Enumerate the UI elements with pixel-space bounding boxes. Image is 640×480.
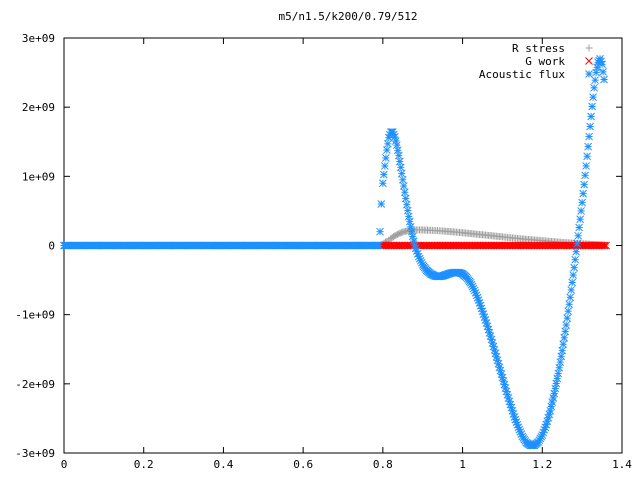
data-point: [383, 139, 392, 148]
data-point: [576, 215, 585, 224]
y-tick-label: 2e+09: [22, 101, 55, 114]
data-point: [600, 75, 608, 84]
x-tick-label: 1.2: [532, 458, 552, 471]
data-point: [405, 217, 414, 226]
x-tick-label: 1: [459, 458, 466, 471]
x-tick-label: 0: [61, 458, 68, 471]
data-point: [407, 227, 416, 236]
data-point: [565, 300, 574, 309]
data-point: [592, 68, 600, 77]
data-point: [575, 223, 584, 232]
data-point: [577, 207, 585, 215]
plot-area: [60, 54, 610, 450]
data-point: [399, 182, 408, 190]
series-acoustic-flux: [60, 54, 608, 450]
data-point: [598, 60, 606, 69]
data-point: [582, 162, 590, 170]
data-point: [579, 189, 587, 198]
y-tick-label: 3e+09: [22, 32, 55, 45]
data-point: [376, 227, 384, 236]
data-point: [561, 327, 570, 336]
data-point: [569, 271, 578, 279]
data-point: [404, 212, 413, 221]
legend-label: R stress: [512, 42, 565, 55]
data-point: [558, 346, 567, 355]
data-point: [551, 384, 560, 393]
y-tick-label: -2e+09: [15, 378, 55, 391]
data-point: [573, 239, 582, 248]
data-point: [381, 154, 390, 162]
data-point: [572, 247, 581, 256]
x-tick-label: 1.4: [612, 458, 632, 471]
y-tick-label: 1e+09: [22, 170, 55, 183]
data-point: [560, 333, 569, 342]
data-point: [587, 112, 595, 121]
y-tick-label: 0: [48, 240, 55, 253]
data-point: [406, 222, 415, 231]
data-point: [599, 241, 607, 250]
legend-marker: [585, 70, 593, 78]
data-point: [600, 241, 609, 250]
data-point: [382, 146, 391, 154]
data-point: [379, 179, 387, 188]
data-point: [586, 122, 594, 131]
x-tick-label: 0.2: [134, 458, 154, 471]
legend-label: Acoustic flux: [479, 68, 565, 81]
data-point: [602, 241, 610, 250]
data-point: [553, 374, 562, 383]
legend-marker: [585, 44, 593, 52]
data-point: [568, 278, 577, 287]
data-point: [580, 180, 588, 189]
data-point: [401, 194, 410, 203]
x-tick-label: 0.8: [373, 458, 393, 471]
data-point: [375, 241, 383, 250]
data-point: [409, 237, 418, 245]
data-point: [584, 142, 592, 151]
data-point: [559, 340, 568, 349]
data-point: [380, 170, 388, 179]
data-point: [400, 188, 409, 197]
data-point: [562, 321, 571, 329]
data-point: [599, 68, 607, 76]
data-point: [550, 389, 559, 398]
data-point: [571, 255, 580, 264]
data-point: [591, 76, 599, 85]
data-point: [585, 132, 593, 141]
legend-label: G work: [525, 55, 565, 68]
data-point: [589, 93, 597, 101]
legend-marker: [585, 57, 593, 65]
data-point: [377, 200, 386, 208]
data-point: [552, 379, 561, 388]
data-point: [590, 83, 598, 92]
data-point: [566, 293, 575, 302]
data-point: [574, 231, 583, 240]
data-point: [396, 163, 405, 172]
data-point: [578, 198, 586, 207]
data-point: [583, 152, 591, 161]
data-point: [581, 171, 589, 180]
data-point: [392, 141, 401, 150]
data-point: [563, 314, 572, 322]
data-point: [397, 169, 406, 178]
data-point: [390, 133, 399, 141]
data-point: [398, 175, 407, 184]
x-tick-label: 0.4: [213, 458, 233, 471]
series-g-work: [375, 241, 610, 250]
data-point: [380, 162, 389, 170]
axes: 0 0.2 0.4 0.6 0.8 1 1.2 1.4 -3e+09 -2e+09 -1e+09 0 1…: [15, 32, 632, 471]
data-point: [567, 286, 576, 294]
x-tick-label: 0.6: [293, 458, 313, 471]
data-point: [588, 102, 596, 111]
chart-title: m5/n1.5/k200/0.79/512: [278, 10, 417, 23]
data-point: [393, 146, 402, 155]
y-tick-label: -3e+09: [15, 447, 55, 460]
data-point: [570, 263, 579, 272]
y-tick-label: -1e+09: [15, 309, 55, 322]
data-point: [403, 206, 412, 215]
data-point: [564, 307, 573, 316]
data-point: [408, 232, 417, 241]
